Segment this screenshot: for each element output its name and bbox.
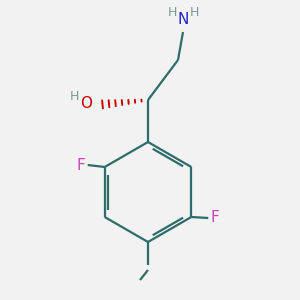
Text: N: N bbox=[177, 13, 189, 28]
Text: O: O bbox=[80, 97, 92, 112]
Text: H: H bbox=[189, 5, 199, 19]
Text: H: H bbox=[167, 5, 177, 19]
Text: F: F bbox=[211, 211, 220, 226]
Text: F: F bbox=[76, 158, 85, 172]
Text: H: H bbox=[69, 91, 79, 103]
